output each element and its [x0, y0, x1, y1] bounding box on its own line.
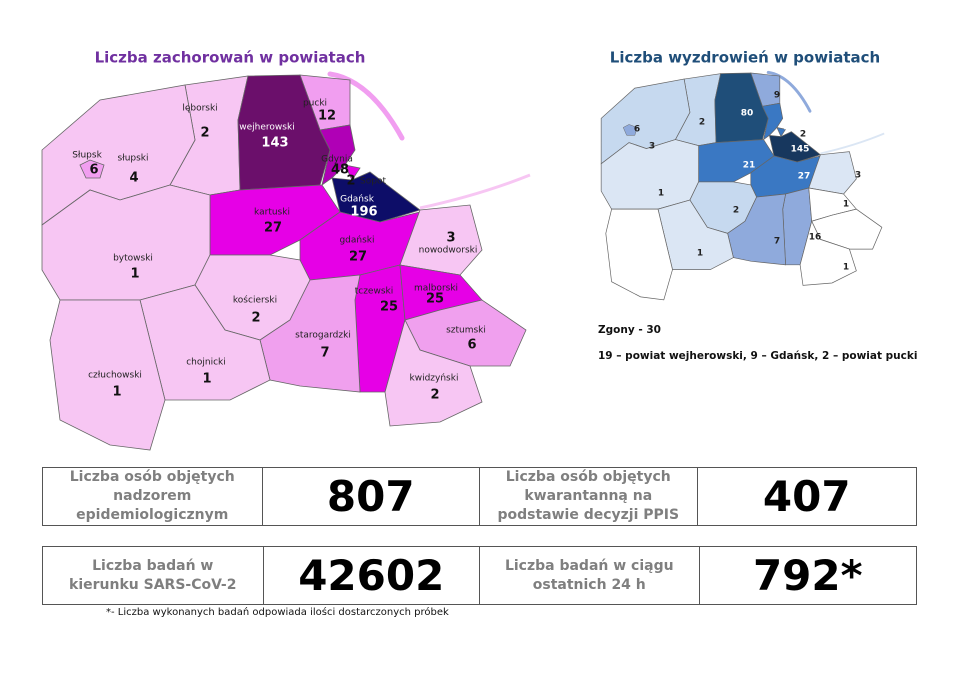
region-name: kwidzyński [410, 374, 459, 384]
region-value: 2 [733, 206, 739, 216]
region-name: Gdynia [321, 155, 353, 165]
region-name: chojnicki [186, 358, 226, 368]
region-value: 2 [200, 126, 209, 141]
region-name: tczewski [355, 287, 394, 297]
peninsula [327, 71, 405, 141]
region-value: 3 [446, 231, 455, 246]
region-name: malborski [414, 284, 458, 294]
region-value: 1 [843, 200, 849, 210]
region-name: gdański [339, 236, 374, 246]
region-value: 12 [318, 109, 336, 124]
stat-label: Liczba badań w kierunku SARS-CoV-2 [43, 547, 264, 604]
left-map-title: Liczba zachorowań w powiatach [95, 49, 366, 67]
region [622, 124, 638, 136]
region-value: 25 [380, 300, 398, 315]
stats-row: Liczba osób objętych nadzorem epidemiolo… [42, 467, 917, 526]
region-value: 27 [798, 172, 811, 182]
deaths-summary: Zgony - 30 [598, 324, 661, 336]
region [714, 72, 769, 143]
region [319, 124, 356, 186]
region-name: nowodworski [419, 246, 478, 256]
region-name: wejherowski [239, 123, 294, 133]
region-name: Słupsk [72, 151, 102, 161]
region-name: słupski [117, 154, 148, 164]
region-value: 1 [697, 249, 703, 259]
region-name: kartuski [254, 208, 290, 218]
stat-label: Liczba badań w ciągu ostatnich 24 h [480, 547, 700, 604]
region [49, 299, 166, 451]
region-name: kościerski [233, 295, 277, 306]
stat-label: Liczba osób objętych nadzorem epidemiolo… [43, 468, 263, 525]
region-value: 27 [264, 221, 282, 236]
region-value: 2 [251, 311, 260, 326]
right-map-title: Liczba wyzdrowień w powiatach [610, 49, 880, 67]
region-value: 48 [331, 163, 349, 178]
region-value: 6 [467, 338, 476, 353]
region-value: 4 [129, 171, 138, 186]
region-name: pucki [303, 99, 327, 109]
region-value: 80 [741, 109, 754, 119]
region [761, 102, 784, 141]
stat-value: 792* [752, 551, 863, 600]
stat-value: 407 [762, 472, 851, 521]
region [605, 208, 673, 301]
region-value: 1 [112, 385, 121, 400]
right-map [600, 70, 885, 301]
region-value: 2 [346, 174, 355, 189]
region [799, 220, 857, 286]
region [79, 159, 105, 179]
region-value: 1 [130, 267, 139, 282]
region-value: 2 [800, 130, 806, 140]
left-map [41, 71, 531, 451]
region-value: 196 [350, 205, 377, 220]
region [259, 274, 361, 393]
region-value: 25 [426, 292, 444, 307]
region-value: 2 [699, 118, 705, 128]
stats-row: Liczba badań w kierunku SARS-CoV-2 42602… [42, 546, 917, 605]
region-value: 21 [743, 161, 756, 171]
region-value: 1 [202, 372, 211, 387]
stat-label: Liczba osób objętych kwarantanną na pods… [480, 468, 698, 525]
region [344, 164, 361, 181]
stat-value: 42602 [264, 547, 480, 604]
region [237, 74, 331, 191]
region [776, 126, 787, 138]
region-name: człuchowski [88, 371, 142, 381]
peninsula [766, 70, 812, 113]
footnote: *- Liczba wykonanych badań odpowiada ilo… [106, 607, 449, 618]
region-value: 1 [658, 189, 664, 199]
region-value: 9 [774, 91, 780, 101]
region-value: 143 [261, 136, 288, 151]
region-name: starogardzki [295, 331, 351, 341]
region-value: 7 [774, 237, 780, 247]
region-name: lęborski [182, 104, 217, 114]
region-value: 16 [809, 233, 822, 243]
region-value: 145 [791, 145, 810, 155]
region-value: 2 [430, 388, 439, 403]
region-value: 3 [649, 142, 655, 152]
region-name: Sopot [360, 177, 386, 187]
region [399, 204, 483, 276]
region [808, 151, 857, 195]
spit [419, 173, 531, 210]
region-name: bytowski [113, 254, 153, 264]
region-value: 6 [89, 163, 98, 178]
region-value: 41 [784, 124, 797, 134]
region-name: sztumski [446, 326, 486, 336]
region-value: 6 [634, 125, 640, 135]
deaths-detail: 19 – powiat wejherowski, 9 – Gdańsk, 2 –… [598, 350, 917, 362]
stat-value: 807 [263, 468, 480, 525]
spit [820, 132, 885, 155]
region-value: 1 [843, 263, 849, 273]
region [727, 193, 787, 266]
region-value: 27 [349, 250, 367, 265]
region [384, 318, 483, 427]
region-value: 7 [320, 346, 329, 361]
region-value: 3 [855, 171, 861, 181]
region-name: Gdańsk [340, 195, 375, 205]
